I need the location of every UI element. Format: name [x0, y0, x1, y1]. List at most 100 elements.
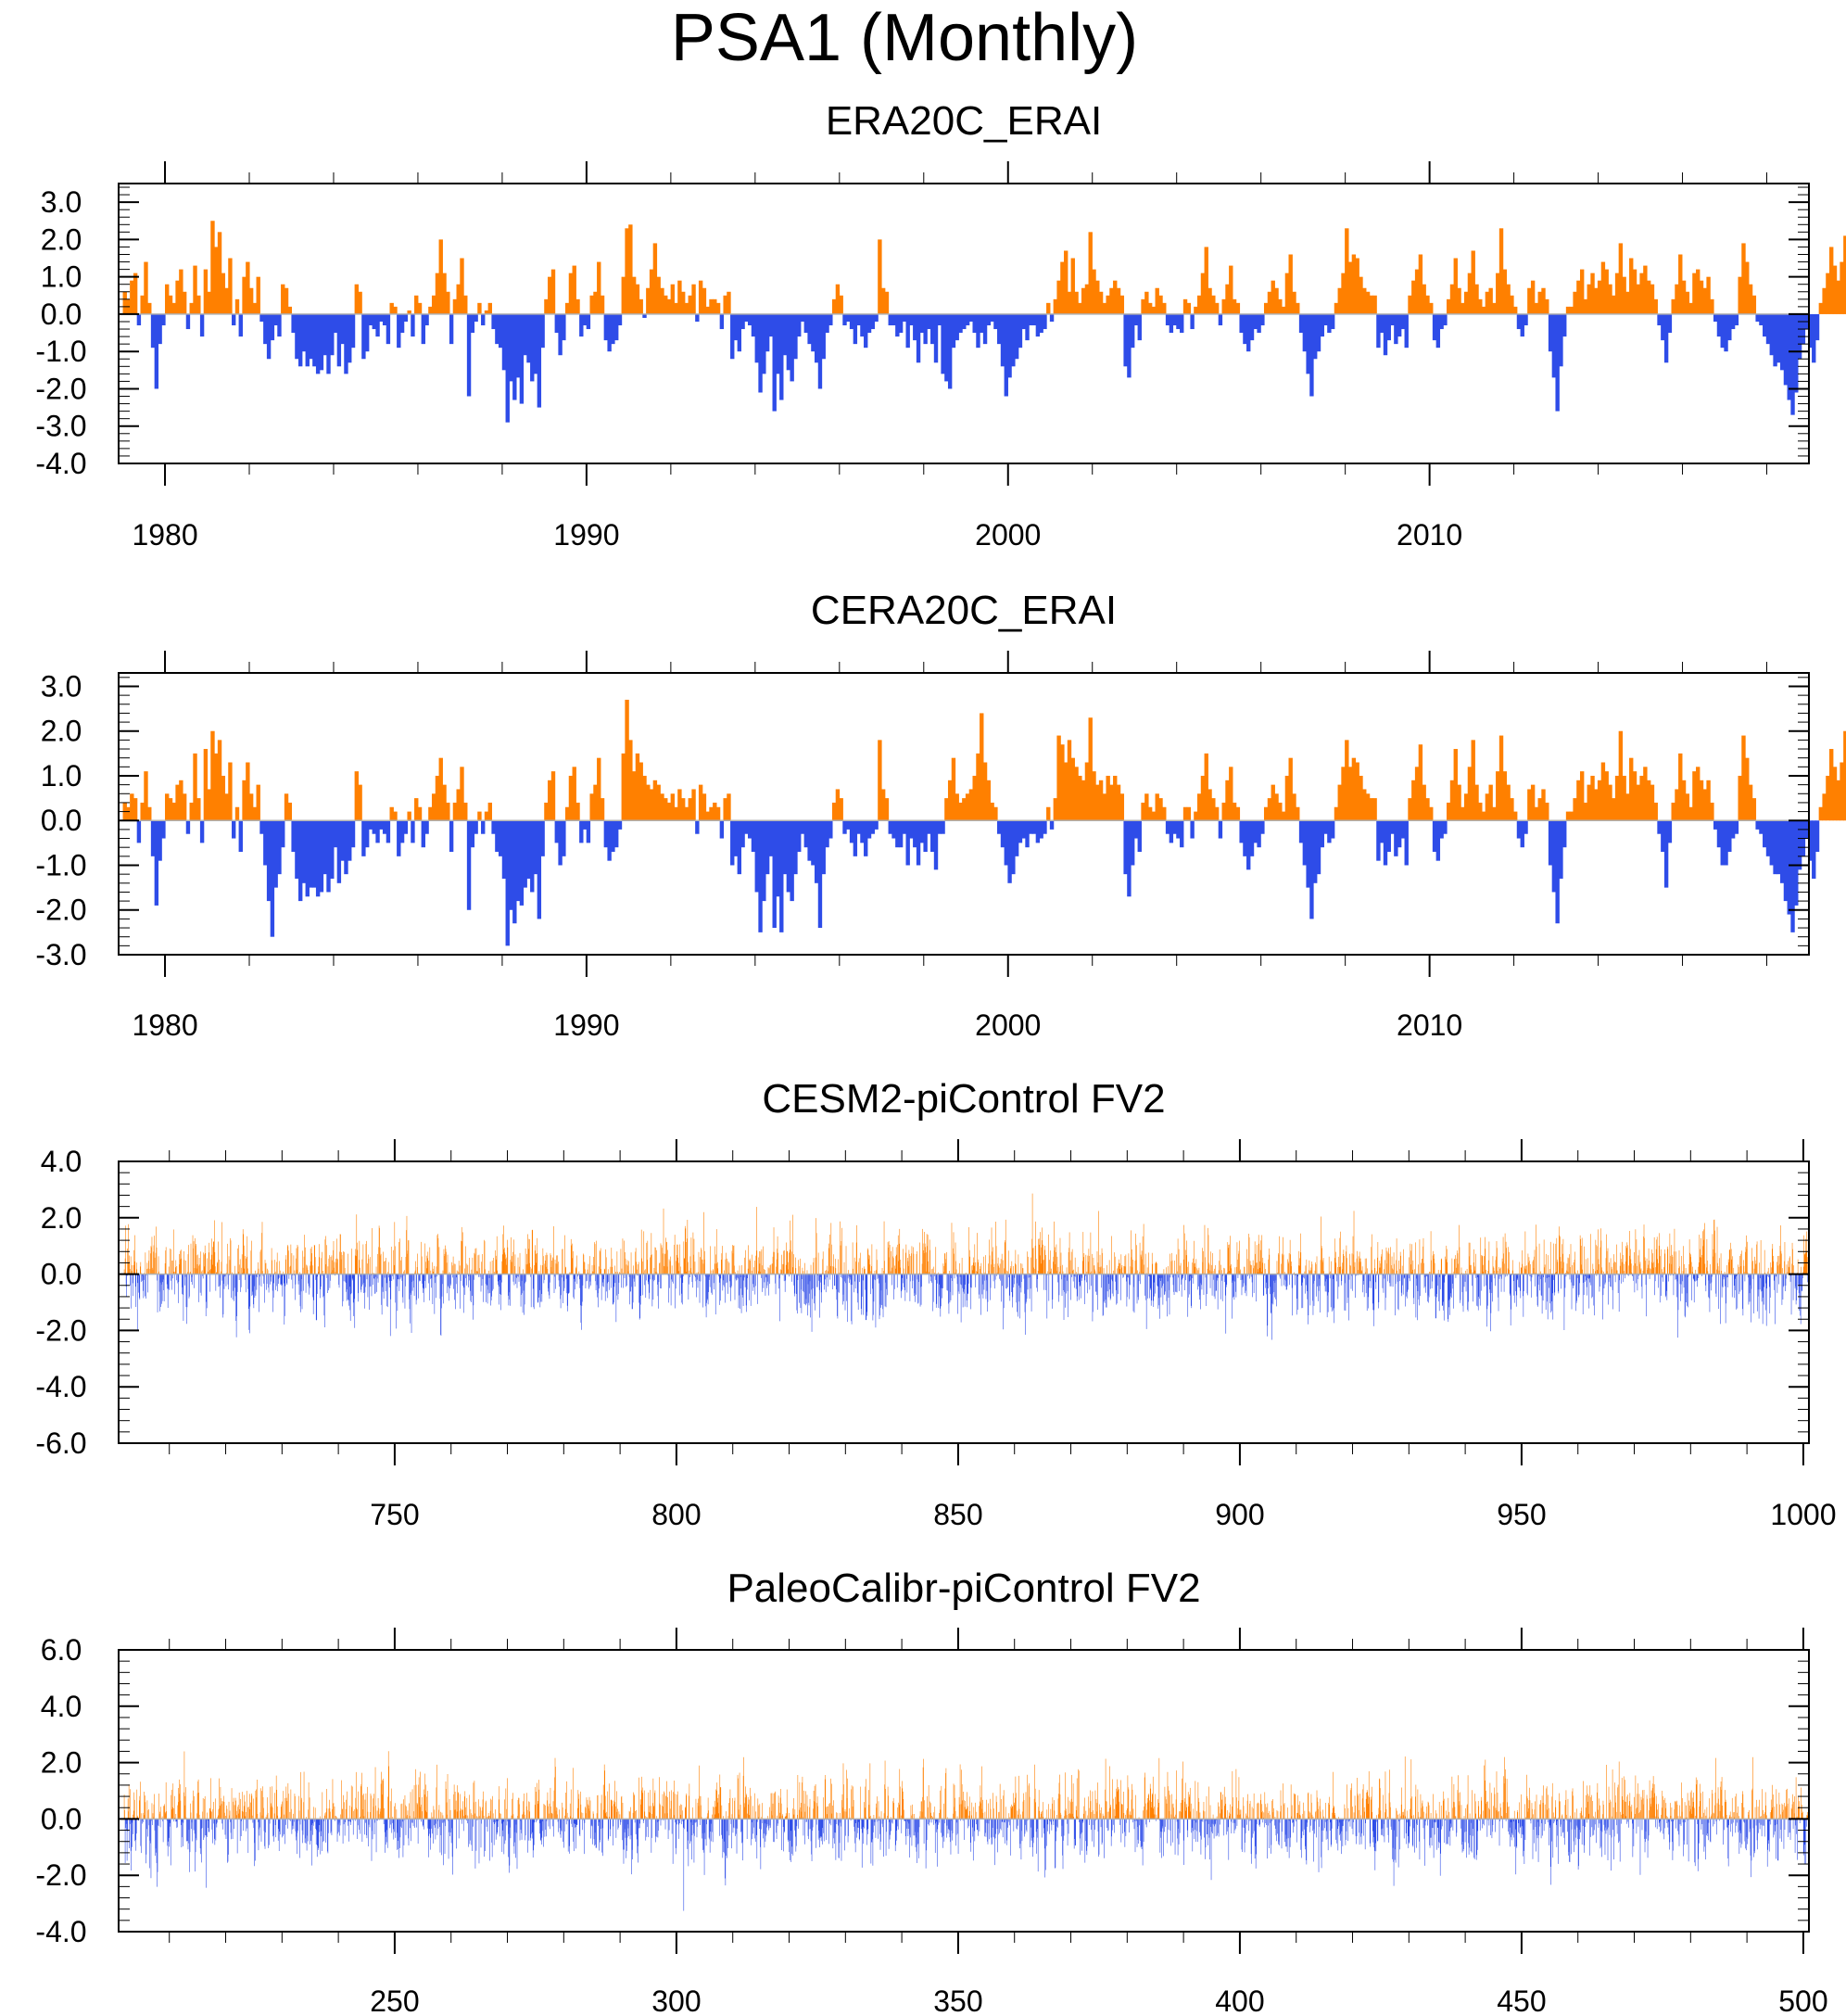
negative-bar	[1773, 820, 1777, 875]
positive-bar	[839, 295, 843, 314]
negative-bar	[817, 313, 823, 389]
positive-bar	[1221, 298, 1226, 314]
negative-bar	[1383, 820, 1388, 866]
positive-bar	[727, 793, 731, 821]
positive-bar	[1541, 287, 1546, 314]
positive-bar	[666, 298, 672, 314]
positive-bar	[628, 740, 633, 821]
positive-bar	[705, 306, 710, 314]
positive-bar	[1699, 780, 1704, 821]
positive-bar	[214, 753, 219, 821]
negative-bar	[1306, 313, 1310, 374]
positive-bar	[1685, 793, 1690, 821]
positive-bar	[1579, 269, 1585, 314]
negative-bar	[582, 313, 588, 326]
negative-bar	[782, 820, 788, 875]
positive-bar	[1155, 287, 1159, 314]
positive-bar	[287, 802, 293, 821]
positive-bar	[631, 276, 637, 314]
negative-bar	[1663, 313, 1669, 363]
negative-bar	[1790, 820, 1795, 932]
negative-bar	[1035, 820, 1041, 843]
positive-bar	[1590, 775, 1595, 821]
positive-bar	[589, 793, 594, 821]
positive-bar	[147, 806, 152, 821]
negative-bar	[986, 313, 992, 326]
negative-bar	[312, 820, 317, 888]
positive-bar	[572, 767, 576, 821]
negative-bar	[1133, 820, 1139, 839]
y-tick-label: -2.0	[35, 1313, 86, 1347]
negative-bar	[1320, 313, 1324, 337]
negative-bar	[495, 313, 499, 345]
negative-bar	[1127, 313, 1132, 378]
negative-bar	[305, 313, 310, 367]
negative-bar	[1316, 820, 1321, 875]
negative-bar	[944, 313, 949, 382]
negative-bar	[1432, 313, 1437, 341]
positive-bar	[1608, 284, 1612, 314]
positive-bar	[1355, 258, 1359, 314]
positive-bar	[1748, 784, 1753, 821]
negative-bar	[853, 820, 858, 856]
negative-bar	[1253, 313, 1258, 330]
negative-bar	[470, 820, 475, 848]
negative-bar	[1049, 313, 1055, 322]
negative-bar	[1309, 313, 1314, 397]
positive-bar	[688, 295, 692, 314]
positive-bar	[1706, 780, 1711, 821]
positive-bar	[1200, 273, 1206, 314]
positive-bar	[1600, 261, 1606, 314]
negative-bar	[1394, 820, 1398, 856]
negative-bar	[1014, 313, 1019, 360]
negative-bar	[1035, 313, 1041, 337]
negative-bar	[1123, 820, 1128, 875]
negative-bar	[990, 313, 994, 322]
positive-bar	[993, 806, 998, 821]
positive-bar	[1534, 806, 1539, 821]
negative-bar	[136, 313, 142, 326]
positive-bar	[179, 269, 183, 314]
positive-bar	[835, 789, 841, 821]
negative-bar	[1246, 820, 1251, 870]
positive-bar	[1102, 793, 1107, 821]
negative-bar	[1021, 313, 1026, 330]
positive-bar	[1597, 780, 1602, 821]
positive-bar	[951, 757, 956, 821]
negative-bar	[617, 820, 623, 830]
negative-bar	[1724, 313, 1728, 352]
positive-bar	[649, 789, 654, 821]
positive-bar	[484, 310, 489, 314]
positive-bar	[1608, 784, 1612, 821]
positive-bar	[210, 730, 215, 821]
positive-bar	[428, 306, 433, 314]
negative-bar	[533, 313, 538, 374]
positive-bar	[417, 806, 423, 821]
negative-bar	[1190, 820, 1195, 839]
positive-bar	[1046, 806, 1051, 821]
negative-bar	[1776, 820, 1781, 875]
negative-bar	[1243, 313, 1247, 345]
positive-bar	[1614, 273, 1620, 314]
positive-bar	[1196, 295, 1202, 314]
positive-bar	[234, 298, 240, 314]
positive-bar	[1186, 302, 1192, 314]
y-tick-label: 3.0	[41, 185, 82, 219]
negative-bar	[811, 313, 816, 352]
positive-bar	[358, 291, 362, 314]
positive-bar	[1488, 784, 1493, 821]
positive-bar	[1474, 784, 1479, 821]
negative-bar	[350, 313, 356, 349]
positive-bar	[1288, 757, 1293, 821]
negative-bar	[312, 313, 317, 367]
positive-bar	[564, 302, 570, 314]
negative-bar	[909, 820, 914, 839]
positive-bar	[1498, 228, 1504, 314]
positive-bar	[1102, 302, 1107, 314]
positive-bar	[1745, 261, 1750, 314]
negative-bar	[1559, 820, 1563, 879]
positive-bar	[165, 284, 170, 314]
positive-bar	[1594, 789, 1599, 821]
positive-bar	[1832, 767, 1838, 821]
positive-bar	[972, 775, 977, 821]
